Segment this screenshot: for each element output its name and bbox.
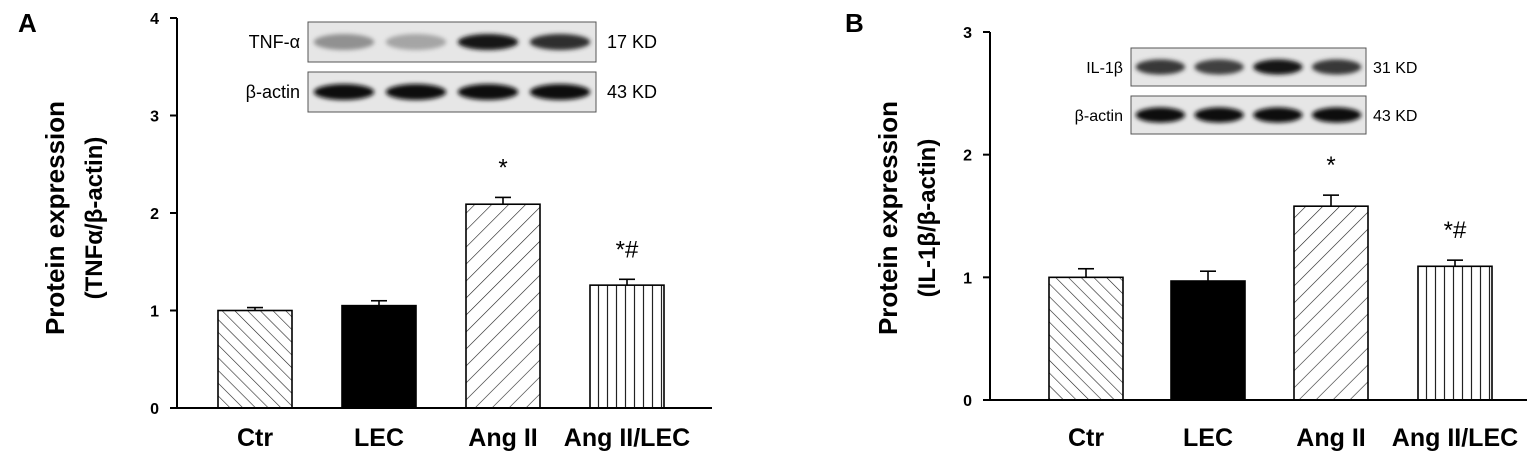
bar-group-2 <box>1170 270 1246 401</box>
blot-row-2 <box>1130 95 1367 135</box>
bar-group-1 <box>217 306 293 409</box>
blot-size-label: 17 KD <box>607 32 657 52</box>
blot-protein-label: IL-1β <box>1086 60 1123 77</box>
bar-group-4 <box>1417 259 1493 401</box>
y-tick-label: 3 <box>963 25 972 42</box>
y-tick-label: 1 <box>150 304 159 321</box>
bar-group-3 <box>1293 194 1369 401</box>
category-label: LEC <box>354 424 404 452</box>
blot-band <box>1253 107 1303 123</box>
blot-row-1 <box>1130 47 1367 87</box>
bar-group-4 <box>589 278 665 409</box>
y-tick-label: 2 <box>963 148 972 165</box>
bar <box>341 304 417 409</box>
blot-band <box>1253 59 1303 75</box>
blot-protein-label: β-actin <box>246 82 300 102</box>
category-label: Ctr <box>237 424 273 452</box>
blot-band <box>1194 59 1244 75</box>
y-tick-label: 0 <box>963 393 972 410</box>
panel-label: B <box>845 8 864 38</box>
blot-band <box>529 84 591 100</box>
blot-row-1 <box>307 21 597 63</box>
y-tick-label: 2 <box>150 206 159 223</box>
category-label: Ctr <box>1068 424 1104 452</box>
bar <box>1417 265 1493 401</box>
blot-row-2 <box>307 71 597 113</box>
blot-band <box>1194 107 1244 123</box>
y-tick-label: 4 <box>150 11 159 28</box>
bar <box>589 284 665 409</box>
blot-band <box>1311 107 1362 123</box>
y-axis-label-line2: (IL-1β/β-actin) <box>914 139 941 298</box>
bar-group-1 <box>1048 267 1124 401</box>
bar <box>217 309 293 409</box>
blot-band <box>529 34 591 50</box>
category-label: LEC <box>1183 424 1233 452</box>
chart-b-svg: B 0 1 2 3 Protein expression (IL-1β/β-actin) Ct… <box>845 8 1527 452</box>
bar <box>1293 205 1369 401</box>
blot-band <box>313 84 375 100</box>
bar <box>465 203 541 409</box>
category-label: Ang II <box>468 424 537 452</box>
blot-band <box>313 34 375 50</box>
category-label: Ang II/LEC <box>564 424 690 452</box>
chart-a-svg: A 0 1 2 3 4 Protein expression (TNFα/β-actin) Ct… <box>18 8 712 452</box>
y-axis-label-line1: Protein expression <box>873 101 903 335</box>
blot-band <box>1311 59 1362 75</box>
panel-label: A <box>18 8 37 38</box>
blot-size-label: 31 KD <box>1373 60 1417 77</box>
bar <box>1048 276 1124 401</box>
blot-band <box>1135 59 1186 75</box>
blot-band <box>385 84 447 100</box>
blot-band <box>1135 107 1186 123</box>
chart-panel-b: B 0 1 2 3 Protein expression (IL-1β/β-actin) Ct… <box>765 0 1530 461</box>
significance-annotation: * <box>498 154 507 181</box>
bar-group-3 <box>465 196 541 409</box>
blot-protein-label: TNF-α <box>249 32 300 52</box>
blot-band <box>457 84 519 100</box>
y-tick-label: 3 <box>150 109 159 126</box>
significance-annotation: *# <box>616 236 639 263</box>
y-tick-label: 1 <box>963 270 972 287</box>
significance-annotation: * <box>1326 152 1335 179</box>
y-tick-label: 0 <box>150 401 159 418</box>
bar <box>1170 280 1246 401</box>
category-label: Ang II/LEC <box>1392 424 1518 452</box>
y-axis-label-line2: (TNFα/β-actin) <box>81 137 108 300</box>
significance-annotation: *# <box>1444 217 1467 244</box>
chart-panel-a: A 0 1 2 3 4 Protein expression (TNFα/β-actin) Ct… <box>18 8 712 452</box>
blot-band <box>457 34 519 50</box>
blot-size-label: 43 KD <box>1373 108 1417 125</box>
y-axis-label-line1: Protein expression <box>40 101 70 335</box>
blot-band <box>385 34 447 50</box>
blot-protein-label: β-actin <box>1075 108 1123 125</box>
category-label: Ang II <box>1296 424 1365 452</box>
bar-group-2 <box>341 299 417 409</box>
blot-size-label: 43 KD <box>607 82 657 102</box>
